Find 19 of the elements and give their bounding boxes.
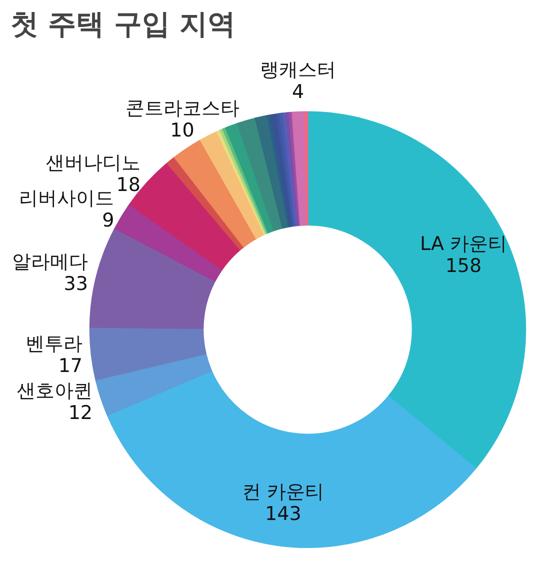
data-label: 12	[68, 402, 93, 424]
data-label: 17	[58, 355, 83, 378]
chart-title: 첫 주택 구입 지역	[10, 8, 236, 40]
slice-label: 랭캐스터	[260, 59, 336, 82]
slice-label: 샌호아퀸	[16, 380, 93, 402]
slice-label: 벤투라	[26, 333, 83, 356]
data-label: 10	[170, 120, 194, 142]
slice-label: 콘트라코스타	[125, 98, 240, 120]
slice-label: 알라메다	[12, 251, 88, 274]
data-label: 4	[292, 81, 304, 104]
data-label: 143	[265, 503, 302, 526]
slice-label: 컨 카운티	[242, 481, 324, 504]
slice-label: 리버사이드	[19, 187, 114, 210]
data-label: 158	[445, 254, 482, 277]
slice-label: LA 카운티	[420, 232, 508, 255]
data-label: 18	[116, 174, 141, 196]
slice-label: 샌버나디노	[45, 152, 140, 174]
data-label: 9	[102, 209, 114, 232]
data-label: 33	[64, 273, 88, 296]
